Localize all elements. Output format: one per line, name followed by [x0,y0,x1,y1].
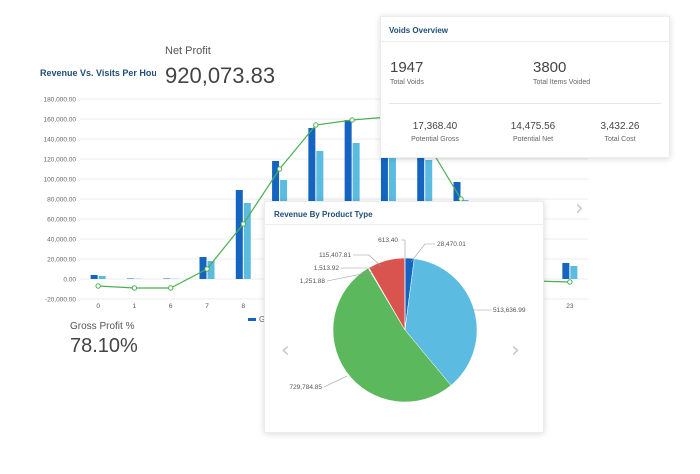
net-profit-value: 920,073.83 [165,63,276,88]
x-tick-label: 6 [169,303,173,310]
pie-leader-line [326,271,373,282]
potential-gross-label: Potential Gross [411,136,459,143]
divider [381,41,669,42]
bar-light [243,203,251,279]
revenue-by-product-card: 613.40 28,470.01 115,407.81 1,513.92 1,251.8… [264,201,544,433]
items-voided-value: 3800 [533,59,567,76]
line-point [240,221,246,227]
y-tick-label: 80,000.00 [47,197,76,204]
y-tick-label: 60,000.00 [47,217,76,224]
pie-slice [332,267,452,403]
bar-dark [562,263,570,279]
pie-leader-line [323,375,348,388]
bar-light [207,261,215,279]
total-cost-label: Total Cost [604,136,636,143]
y-tick-label: 120,000.00 [43,157,76,164]
revenue-by-product-title: Revenue By Product Type [274,210,373,219]
bar-light [570,266,578,279]
bar-dark [90,275,98,279]
chevron-right-icon[interactable]: › [511,338,520,363]
total-voids-label: Total Voids [390,79,424,86]
divider [265,224,543,225]
line-point [95,283,101,289]
line-point [131,285,138,291]
chevron-left-icon[interactable]: ‹ [281,338,290,363]
pie-leader-line [401,239,406,258]
product-pie-chart: 613.40 28,470.01 115,407.81 1,513.92 1,251.8… [289,237,526,403]
x-tick-label: 8 [241,303,245,310]
x-tick-label: 0 [96,303,100,310]
line-point [567,279,573,285]
gross-profit-value: 78.10% [70,335,138,357]
y-tick-label: 100,000.00 [43,177,76,184]
pie-data-label: 1,251.88 [300,278,326,285]
net-profit-card: Net Profit 920,073.83 [156,36,306,96]
chart-legend[interactable]: G [248,315,265,324]
x-tick-label: 23 [566,303,574,310]
pie-data-label: 729,784.85 [289,384,322,391]
y-tick-label: 20,000.00 [47,257,76,264]
net-profit-label: Net Profit [165,45,211,57]
bar-dark [235,190,243,279]
x-tick-label: 7 [205,303,209,310]
y-tick-label: 180,000.00 [43,97,76,104]
potential-gross-value: 17,368.40 [412,121,458,132]
legend-label: G [259,315,266,324]
bar-dark [163,278,171,279]
line-point [204,266,210,272]
pie-data-label: 613.40 [378,237,398,244]
total-voids-value: 1947 [390,59,424,76]
pie-data-label: 513,636.99 [493,307,526,314]
x-tick-label: 1 [133,303,137,310]
revenue-visits-title: Revenue Vs. Visits Per Hour [40,68,161,78]
voids-overview-card: Voids Overview 1947 Total Voids 3800 Tot… [380,16,670,158]
y-tick-label: 140,000.00 [43,137,76,144]
bar-light [98,276,106,279]
chevron-right-icon[interactable]: › [575,196,584,221]
line-point [313,122,319,128]
items-voided-label: Total Items Voided [533,79,591,86]
line-point [276,166,283,172]
potential-net-value: 14,475.56 [510,121,556,132]
y-tick-label: 160,000.00 [43,117,76,124]
pie-leader-line [410,243,435,263]
bar-dark [344,120,352,279]
pie-leader-line [353,254,382,267]
voids-overview-title: Voids Overview [389,26,448,35]
bar-dark [380,115,388,279]
total-cost-value: 3,432.26 [600,121,640,132]
gross-profit-label: Gross Profit % [70,321,135,332]
bar-dark [199,257,207,279]
pie-data-label: 28,470.01 [437,241,466,248]
line-point [168,285,174,291]
line-point [349,117,355,123]
y-tick-label: 0.00 [63,277,76,284]
pie-data-label: 1,513.92 [314,265,340,272]
potential-net-label: Potential Net [512,136,554,143]
divider [389,103,661,104]
legend-swatch [248,318,256,322]
y-tick-label: -20,000.00 [45,297,76,304]
bar-dark [126,278,134,279]
y-tick-label: 40,000.00 [47,237,76,244]
pie-data-label: 115,407.81 [319,252,351,259]
